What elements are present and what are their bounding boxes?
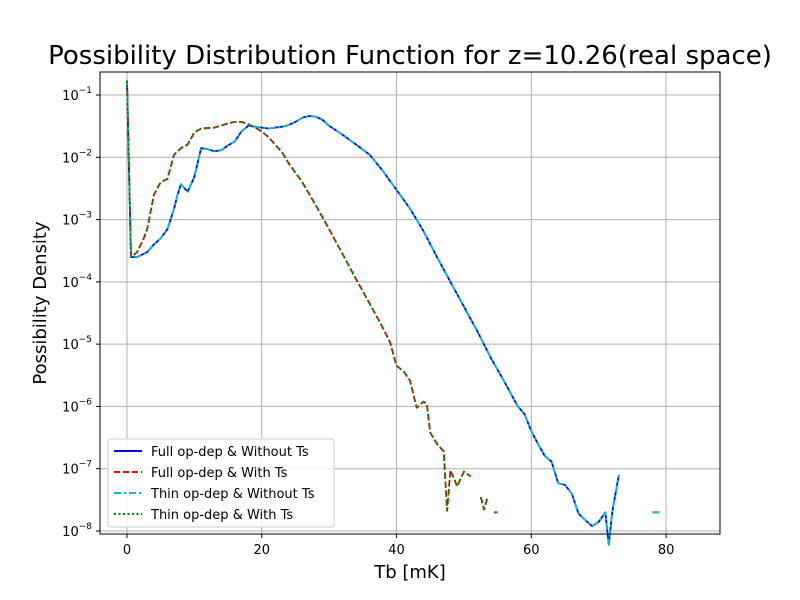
plot-frame xyxy=(99,71,721,535)
y-tick-exponent: −3 xyxy=(79,211,92,221)
series-line xyxy=(479,496,489,511)
y-tick-mantissa: 10 xyxy=(62,400,79,415)
legend-label: Full op-dep & With Ts xyxy=(151,466,288,481)
y-tick-label: 10−3 xyxy=(62,211,92,229)
y-tick-label: 10−8 xyxy=(62,522,92,540)
series-line xyxy=(126,80,472,512)
y-tick-label: 10−2 xyxy=(62,148,92,166)
x-tick-label: 60 xyxy=(523,543,540,558)
y-tick-mantissa: 10 xyxy=(62,89,79,104)
legend-label: Full op-dep & Without Ts xyxy=(151,445,309,460)
y-tick-exponent: −5 xyxy=(79,335,92,345)
x-tick-label: 40 xyxy=(388,543,405,558)
y-tick-label: 10−4 xyxy=(62,273,92,291)
x-tick-label: 80 xyxy=(658,543,675,558)
y-tick-label: 10−7 xyxy=(62,460,92,478)
series-3 xyxy=(126,80,660,546)
x-tick-label: 20 xyxy=(253,543,270,558)
x-axis-label: Tb [mK] xyxy=(373,562,446,583)
y-tick-exponent: −4 xyxy=(79,273,93,283)
y-tick-exponent: −6 xyxy=(79,397,93,407)
y-tick-mantissa: 10 xyxy=(62,338,79,353)
y-tick-mantissa: 10 xyxy=(62,276,79,291)
y-tick-label: 10−1 xyxy=(62,86,92,104)
grid-lines xyxy=(100,72,720,534)
y-tick-label: 10−6 xyxy=(62,397,92,415)
axis-ticks: 0 20 40 60 8010−810−710−610−510−410−310−210−… xyxy=(62,86,674,558)
y-tick-mantissa: 10 xyxy=(62,525,79,540)
y-tick-label: 10−5 xyxy=(62,335,92,353)
legend-box xyxy=(107,438,335,528)
y-tick-mantissa: 10 xyxy=(62,214,79,229)
chart-legend: Full op-dep & Without Ts Full op-dep & Wi… xyxy=(107,438,335,528)
y-axis-label: Possibility Density xyxy=(30,221,51,385)
series-line xyxy=(126,80,620,546)
y-tick-mantissa: 10 xyxy=(62,151,79,166)
y-tick-exponent: −1 xyxy=(79,86,92,96)
x-tick-label: 0 xyxy=(123,543,131,558)
y-tick-exponent: −8 xyxy=(79,522,93,532)
y-tick-mantissa: 10 xyxy=(62,463,79,478)
series-4 xyxy=(126,80,498,514)
legend-label: Thin op-dep & With Ts xyxy=(150,508,293,523)
y-tick-exponent: −7 xyxy=(79,460,92,470)
legend-label: Thin op-dep & Without Ts xyxy=(150,487,315,502)
plot-series xyxy=(126,80,660,546)
y-tick-exponent: −2 xyxy=(79,148,92,158)
chart-title: Possibility Distribution Function for z=… xyxy=(48,41,772,71)
